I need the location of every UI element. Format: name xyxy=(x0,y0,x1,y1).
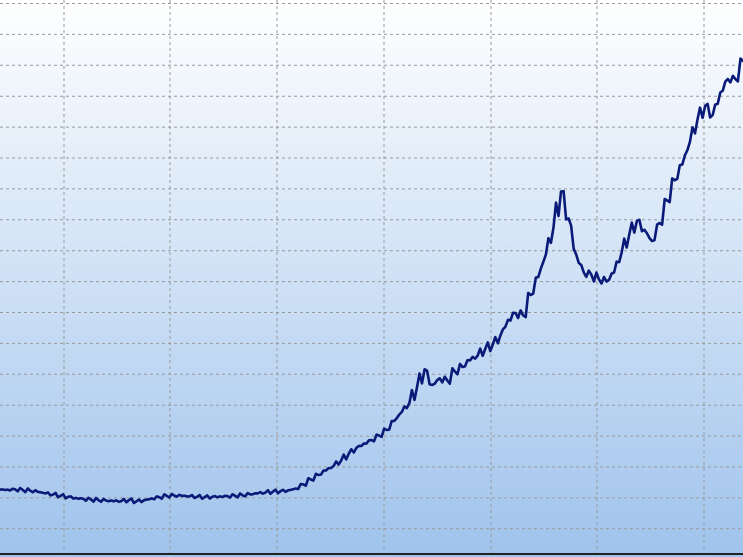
series-line xyxy=(0,57,743,505)
series-group xyxy=(0,57,743,505)
